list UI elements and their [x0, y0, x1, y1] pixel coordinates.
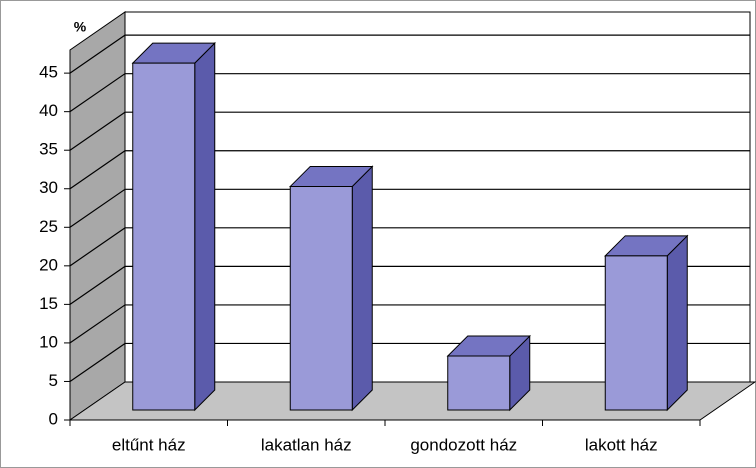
y-tick-label: 25 — [39, 217, 58, 236]
grid-line — [69, 227, 750, 267]
y-tick-label: 0 — [49, 409, 58, 428]
bar-side — [194, 41, 216, 412]
bar-side — [666, 234, 688, 412]
bar-side — [351, 165, 373, 412]
y-tick-label: 30 — [39, 178, 58, 197]
grid-line — [69, 265, 750, 305]
x-tick-label: eltűnt ház — [112, 435, 186, 454]
left-wall — [69, 11, 126, 421]
bar-front — [447, 355, 511, 411]
bar-front — [132, 62, 196, 411]
y-tick-label: 10 — [39, 332, 58, 351]
grid-line — [69, 304, 750, 344]
x-tick-label: lakott ház — [585, 435, 658, 454]
grid-line — [69, 34, 750, 74]
bar — [446, 334, 531, 412]
y-tick-label: 15 — [39, 294, 58, 313]
y-tick-label: 5 — [49, 371, 58, 390]
grid-line — [69, 111, 750, 151]
grid-line — [69, 188, 750, 228]
bar-front — [604, 255, 668, 411]
grid-line — [69, 150, 750, 190]
y-tick-label: 20 — [39, 255, 58, 274]
bar — [604, 234, 689, 412]
x-tick-label: lakatlan ház — [261, 435, 352, 454]
bar — [289, 165, 374, 412]
y-tick-label: 40 — [39, 101, 58, 120]
y-tick-label: 35 — [39, 140, 58, 159]
bar — [131, 41, 216, 412]
grid-line — [69, 73, 750, 113]
x-tick-label: gondozott ház — [410, 435, 517, 454]
grid-line — [69, 342, 750, 382]
y-tick-label: 45 — [39, 63, 58, 82]
y-unit-label: % — [74, 19, 87, 35]
bar-front — [289, 185, 353, 411]
